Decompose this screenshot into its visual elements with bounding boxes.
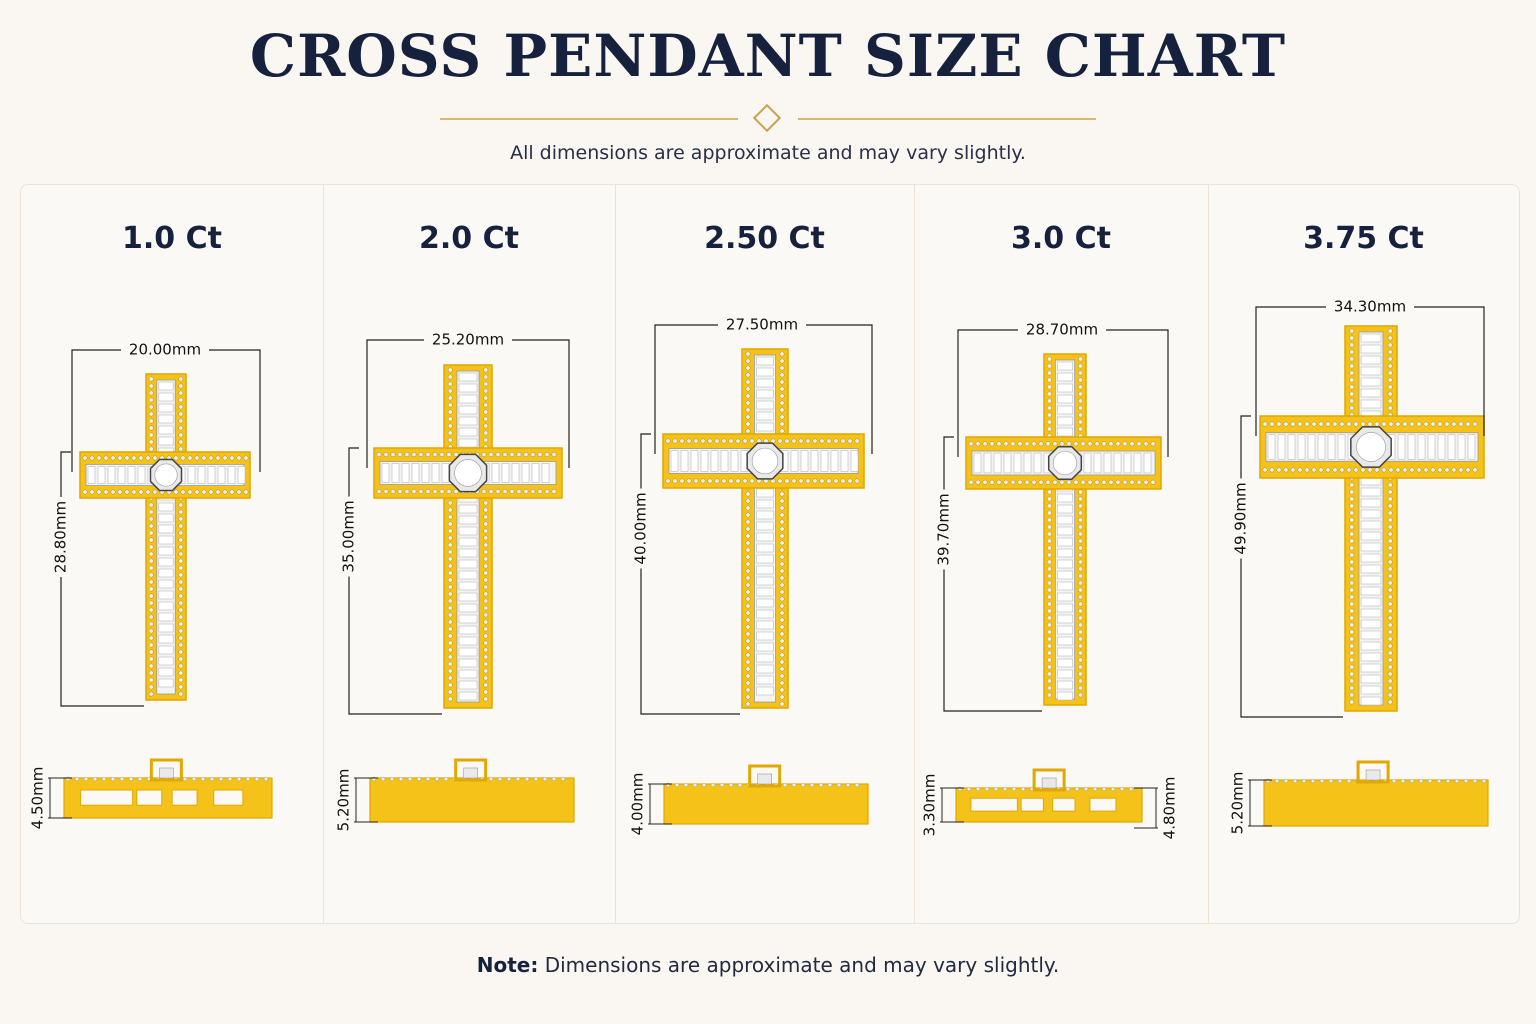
width-dimension bbox=[1255, 306, 1485, 436]
height-dimension bbox=[348, 447, 442, 715]
side-height-label: 5.20mm bbox=[335, 769, 353, 832]
page-title: CROSS PENDANT SIZE CHART bbox=[249, 22, 1287, 90]
width-label: 20.00mm bbox=[129, 341, 201, 359]
side-profile bbox=[940, 768, 1158, 829]
height-label: 40.00mm bbox=[632, 492, 650, 564]
pendant-column-1: 1.0 Ct bbox=[21, 185, 323, 923]
height-dimension bbox=[60, 451, 144, 707]
side-profile bbox=[48, 758, 273, 819]
width-label: 27.50mm bbox=[726, 316, 798, 334]
footer-note: Note: Dimensions are approximate and may… bbox=[0, 953, 1536, 977]
side-height-label: 3.30mm bbox=[921, 774, 939, 837]
carat-label: 1.0 Ct bbox=[122, 221, 222, 256]
height-dimension bbox=[640, 433, 740, 715]
width-dimension bbox=[366, 339, 570, 468]
carat-label: 2.50 Ct bbox=[704, 221, 825, 256]
side-height-label: 5.20mm bbox=[1229, 772, 1247, 835]
carat-label: 3.75 Ct bbox=[1303, 221, 1424, 256]
height-dimension bbox=[943, 436, 1042, 712]
cross-pendant bbox=[373, 364, 563, 709]
carat-label: 2.0 Ct bbox=[419, 221, 519, 256]
height-label: 39.70mm bbox=[935, 493, 953, 565]
note-label: Note: bbox=[476, 953, 539, 977]
side-height-right-label: 4.80mm bbox=[1161, 777, 1179, 840]
side-profile bbox=[648, 764, 869, 825]
height-label: 49.90mm bbox=[1232, 482, 1250, 554]
cross-pendant bbox=[1259, 325, 1485, 712]
height-label: 35.00mm bbox=[340, 500, 358, 572]
pendant-column-4: 3.0 Ct bbox=[914, 185, 1208, 923]
width-label: 25.20mm bbox=[432, 331, 504, 349]
width-label: 34.30mm bbox=[1334, 298, 1406, 316]
column-divider bbox=[615, 185, 616, 923]
width-dimension bbox=[71, 349, 261, 472]
title-ornament bbox=[440, 103, 1096, 133]
cross-pendant bbox=[965, 353, 1162, 706]
height-dimension bbox=[1240, 415, 1343, 718]
note-text: Dimensions are approximate and may vary … bbox=[544, 953, 1060, 977]
side-height-label: 4.50mm bbox=[29, 767, 47, 830]
subtitle: All dimensions are approximate and may v… bbox=[510, 142, 1026, 164]
cross-pendant bbox=[79, 373, 251, 701]
column-divider bbox=[323, 185, 324, 923]
cross-pendant bbox=[662, 348, 865, 709]
pendant-column-2: 2.0 Ct bbox=[323, 185, 615, 923]
pendant-column-3: 2.50 Ct bbox=[615, 185, 914, 923]
side-profile bbox=[1248, 760, 1489, 827]
side-profile bbox=[354, 758, 575, 823]
pendant-column-5: 3.75 Ct bbox=[1208, 185, 1519, 923]
width-label: 28.70mm bbox=[1026, 321, 1098, 339]
column-divider bbox=[1208, 185, 1209, 923]
column-divider bbox=[914, 185, 915, 923]
height-label: 28.80mm bbox=[52, 501, 70, 573]
width-dimension bbox=[654, 324, 873, 454]
side-height-label: 4.00mm bbox=[629, 773, 647, 836]
carat-label: 3.0 Ct bbox=[1011, 221, 1111, 256]
width-dimension bbox=[957, 329, 1169, 457]
